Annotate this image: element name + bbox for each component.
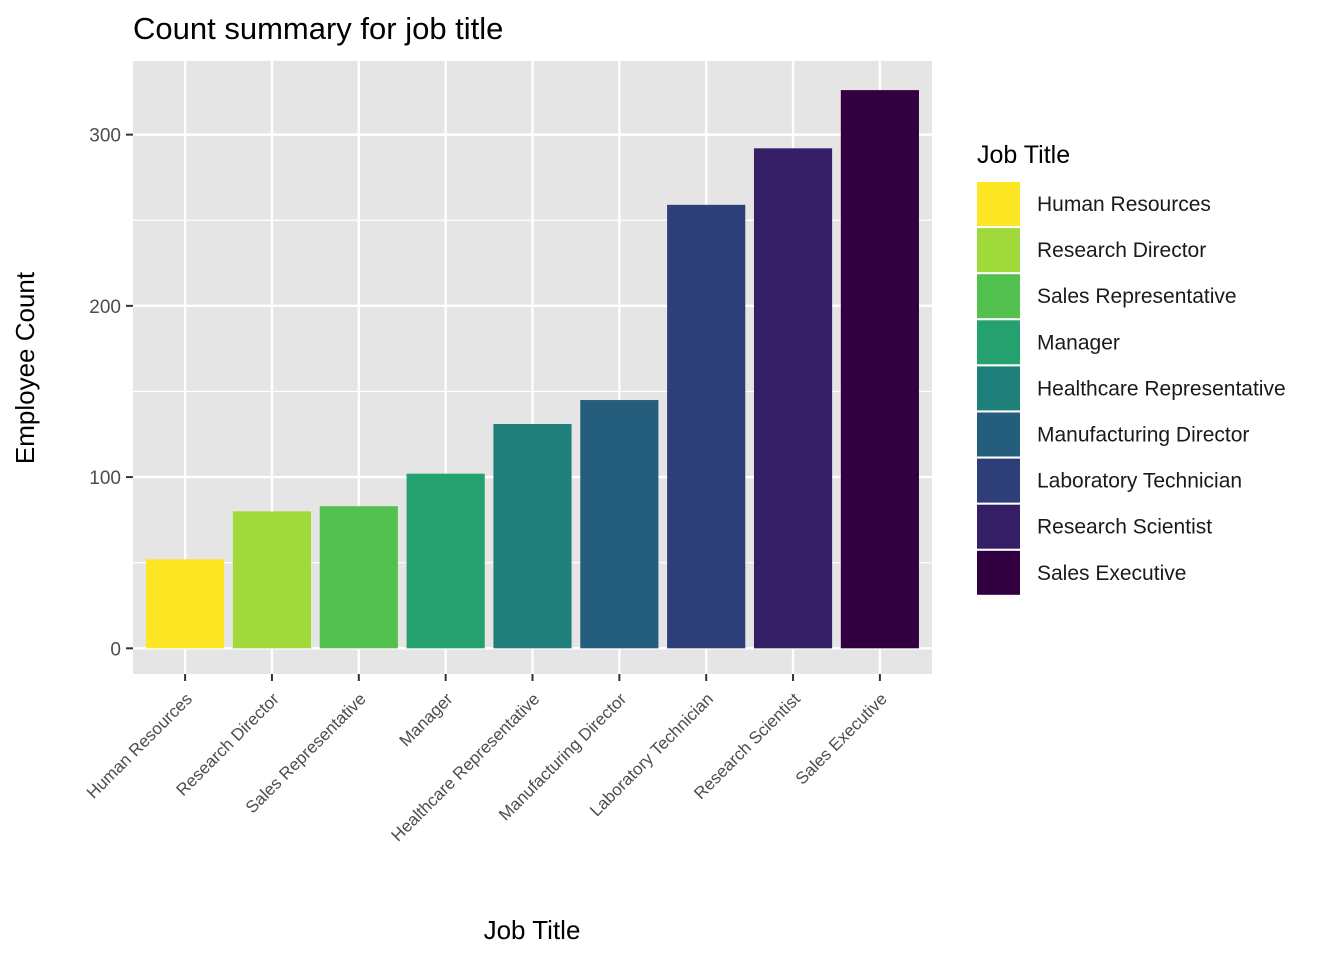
legend-label: Sales Representative — [1037, 285, 1237, 308]
legend-key — [977, 366, 1020, 411]
bar — [667, 204, 746, 649]
legend-key — [977, 504, 1020, 549]
legend-key — [977, 320, 1020, 365]
legend-label: Manufacturing Director — [1037, 424, 1249, 447]
legend: Job Title Human Resources Research Direct… — [977, 141, 1286, 595]
y-tick-label: 0 — [110, 639, 121, 660]
bar — [753, 148, 833, 649]
bars — [146, 90, 919, 649]
legend-label: Research Scientist — [1037, 516, 1212, 539]
legend-label: Sales Executive — [1037, 562, 1186, 585]
chart-title: Count summary for job title — [133, 11, 503, 46]
y-tick-label: 300 — [89, 126, 121, 147]
legend-label: Laboratory Technician — [1037, 470, 1242, 493]
legend-label: Human Resources — [1037, 193, 1211, 216]
legend-key — [977, 274, 1020, 319]
y-axis-title: Employee Count — [10, 271, 40, 464]
x-axis-title: Job Title — [484, 915, 581, 945]
legend-label: Manager — [1037, 331, 1120, 354]
legend-label: Healthcare Representative — [1037, 377, 1286, 400]
x-tick-label: Sales Executive — [792, 689, 891, 788]
bar — [580, 400, 659, 649]
x-tick-label: Healthcare Representative — [388, 689, 544, 845]
legend-key — [977, 458, 1020, 503]
legend-label: Research Director — [1037, 239, 1206, 262]
legend-title: Job Title — [977, 141, 1070, 169]
bar — [406, 473, 485, 649]
x-tick-label: Manager — [396, 689, 457, 750]
bar — [840, 90, 919, 649]
legend-key — [977, 182, 1020, 226]
bar — [146, 559, 225, 649]
y-axis: 0 100 200 300 — [89, 126, 133, 660]
y-tick-label: 100 — [89, 468, 121, 489]
bar — [493, 424, 572, 649]
legend-key — [977, 550, 1020, 595]
bar — [319, 506, 398, 649]
legend-key — [977, 412, 1020, 457]
bar — [232, 511, 312, 649]
legend-key — [977, 228, 1020, 273]
y-tick-label: 200 — [89, 297, 121, 318]
